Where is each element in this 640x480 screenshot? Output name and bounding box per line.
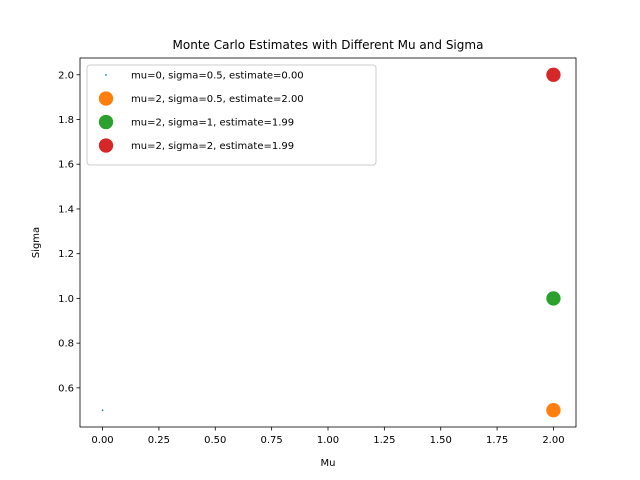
data-point bbox=[546, 67, 561, 82]
y-tick-label: 1.2 bbox=[58, 249, 74, 260]
x-axis-label: Mu bbox=[321, 458, 336, 469]
data-point bbox=[101, 409, 104, 412]
x-tick-label: 1.25 bbox=[373, 435, 395, 446]
legend-label: mu=0, sigma=0.5, estimate=0.00 bbox=[131, 71, 304, 82]
legend-label: mu=2, sigma=1, estimate=1.99 bbox=[131, 118, 294, 129]
y-axis-label: Sigma bbox=[31, 227, 42, 258]
plot-area bbox=[101, 67, 561, 418]
data-point bbox=[546, 403, 561, 418]
legend-marker bbox=[98, 114, 114, 130]
y-tick-label: 1.0 bbox=[58, 294, 74, 305]
legend-label: mu=2, sigma=0.5, estimate=2.00 bbox=[131, 94, 304, 105]
y-axis: 0.6 0.8 1.0 1.2 1.4 1.6 1.8 2.0 bbox=[58, 70, 80, 394]
data-point bbox=[546, 291, 561, 306]
x-tick-label: 1.50 bbox=[430, 435, 452, 446]
y-tick-label: 1.8 bbox=[58, 115, 74, 126]
y-tick-label: 0.6 bbox=[58, 383, 74, 394]
legend-marker bbox=[105, 74, 107, 76]
chart-title: Monte Carlo Estimates with Different Mu … bbox=[173, 38, 484, 52]
x-axis: 0.00 0.25 0.50 0.75 1.00 1.25 1.50 1.75 2.00 bbox=[91, 427, 565, 446]
y-tick-label: 0.8 bbox=[58, 339, 74, 350]
x-tick-label: 0.25 bbox=[148, 435, 170, 446]
legend: mu=0, sigma=0.5, estimate=0.00 mu=2, sigm… bbox=[86, 64, 377, 166]
x-tick-label: 0.75 bbox=[261, 435, 283, 446]
y-tick-label: 1.4 bbox=[58, 204, 74, 215]
plot-frame bbox=[79, 57, 577, 428]
legend-label: mu=2, sigma=2, estimate=1.99 bbox=[131, 141, 294, 152]
legend-box bbox=[86, 64, 377, 166]
x-tick-label: 1.75 bbox=[486, 435, 508, 446]
legend-marker bbox=[98, 138, 114, 153]
y-tick-label: 1.6 bbox=[58, 160, 74, 171]
y-tick-label: 2.0 bbox=[58, 70, 74, 81]
x-tick-label: 1.00 bbox=[317, 435, 339, 446]
x-tick-label: 2.00 bbox=[542, 435, 564, 446]
x-tick-label: 0.00 bbox=[91, 435, 113, 446]
legend-marker bbox=[98, 91, 114, 106]
x-tick-label: 0.50 bbox=[204, 435, 226, 446]
